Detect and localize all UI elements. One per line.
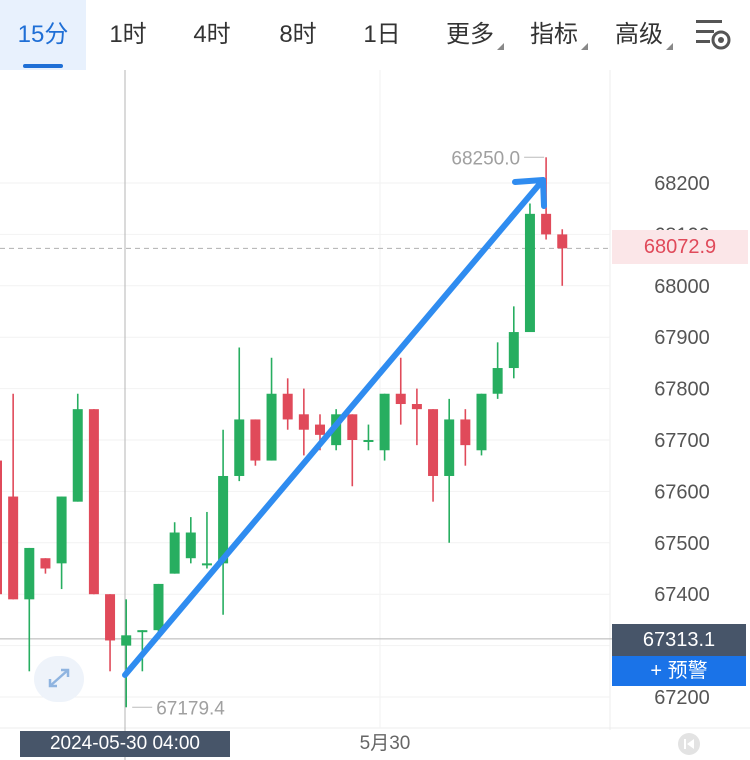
price-axis-label: 67900: [654, 327, 710, 349]
candle-body: [137, 630, 148, 633]
candle-body: [24, 547, 35, 600]
trend-arrow-head: [512, 177, 547, 209]
price-axis-label: 68200: [654, 173, 710, 195]
tab-more-label: 更多: [446, 21, 494, 48]
candle-body: [508, 332, 519, 369]
candle-body: [0, 460, 2, 595]
add-alert-button[interactable]: + 预警: [612, 656, 746, 686]
candle-body: [218, 475, 229, 564]
candle-body: [557, 234, 568, 249]
price-axis-label: 67500: [654, 533, 710, 555]
candle-body: [88, 409, 99, 595]
tab-1d-label: 1日: [363, 21, 401, 48]
candle-body: [250, 419, 261, 461]
candle-body: [476, 393, 487, 451]
low-price-label: 67179.4: [156, 698, 225, 719]
candle-body: [105, 594, 116, 641]
candle-body: [541, 213, 552, 235]
tab-4h[interactable]: 4时: [180, 0, 244, 70]
candle-body: [282, 393, 293, 420]
tab-8h[interactable]: 8时: [266, 0, 330, 70]
candle-body: [185, 532, 196, 559]
candle-body: [492, 368, 503, 394]
trend-arrow-line: [122, 177, 546, 678]
tab-more[interactable]: 更多: [438, 0, 504, 70]
dropdown-triangle-icon: [497, 43, 504, 50]
tab-15m[interactable]: 15分: [0, 0, 86, 70]
tab-advanced[interactable]: 高级: [607, 0, 673, 70]
crosshair-price-tag: 67313.1: [612, 624, 746, 656]
tab-advanced-label: 高级: [615, 21, 663, 48]
candle-body: [395, 393, 406, 405]
candle-body: [72, 409, 83, 502]
tab-8h-label: 8时: [279, 21, 317, 48]
candle-body: [56, 496, 67, 564]
tab-1h-label: 1时: [109, 21, 147, 48]
candle-body: [331, 414, 342, 446]
tab-15m-label: 15分: [17, 21, 69, 48]
price-axis-label: 67400: [654, 584, 710, 606]
candle-body: [379, 393, 390, 451]
candle-body: [169, 532, 180, 574]
candle-body: [460, 419, 471, 446]
current-price-tag: 68072.9: [612, 230, 748, 264]
crosshair-time-tag: 2024-05-30 04:00: [20, 731, 230, 757]
candle-body: [363, 440, 374, 442]
active-tab-indicator: [23, 64, 63, 68]
timeframe-tabs: 15分 1时 4时 8时 1日 更多 指标 高级: [0, 0, 750, 70]
candle-body: [153, 583, 164, 631]
scroll-to-latest-button[interactable]: [678, 733, 700, 755]
tab-4h-label: 4时: [193, 21, 231, 48]
expand-icon: [48, 668, 70, 688]
high-price-label: 68250.0: [451, 148, 520, 169]
candle-body: [411, 404, 422, 410]
candle-body: [121, 635, 132, 646]
fullscreen-button[interactable]: [34, 656, 84, 702]
tab-1h[interactable]: 1时: [96, 0, 160, 70]
dropdown-triangle-icon: [666, 43, 673, 50]
skip-back-icon: [684, 739, 694, 749]
candle-body: [524, 213, 535, 333]
candle-body: [428, 409, 439, 476]
dropdown-triangle-icon: [581, 43, 588, 50]
price-axis-label: 67800: [654, 379, 710, 401]
price-axis-label: 67600: [654, 481, 710, 503]
candlestick-chart[interactable]: 6820068100680006790067800677006760067500…: [0, 70, 750, 760]
price-axis-label: 67700: [654, 430, 710, 452]
date-axis-label: 5月30: [359, 733, 411, 754]
price-axis-label: 68000: [654, 276, 710, 298]
candle-body: [266, 393, 277, 461]
candle-body: [315, 424, 325, 435]
candle-body: [8, 496, 19, 600]
tab-1d[interactable]: 1日: [350, 0, 414, 70]
layout-settings-icon[interactable]: [692, 14, 734, 54]
candle-body: [347, 414, 358, 440]
tab-indicators-label: 指标: [530, 21, 578, 48]
candle-body: [234, 419, 245, 476]
candle-body: [40, 558, 51, 569]
candle-body: [298, 414, 309, 430]
tab-indicators[interactable]: 指标: [522, 0, 588, 70]
price-axis-label: 67200: [654, 687, 710, 709]
candle-body: [201, 563, 212, 566]
candle-body: [444, 419, 455, 476]
